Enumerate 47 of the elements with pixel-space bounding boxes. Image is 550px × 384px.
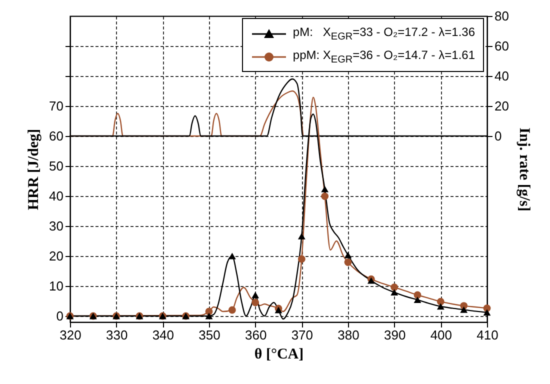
x-tick-label: 350 xyxy=(198,328,220,342)
x-tick-label: 320 xyxy=(60,328,82,342)
point xyxy=(252,292,260,298)
y-tick-label: 40 xyxy=(49,188,64,204)
point xyxy=(414,291,422,299)
y2-axis-title: Inj. rate [g/s] xyxy=(516,128,532,212)
y2-tick-label: 40 xyxy=(494,68,509,84)
x-tick-label: 390 xyxy=(384,328,406,342)
y-tick-label: 20 xyxy=(49,248,64,264)
x-tick-label: 340 xyxy=(152,328,174,342)
point xyxy=(436,298,444,306)
x-tick-label: 380 xyxy=(338,328,360,342)
y-tick-label: 0 xyxy=(56,308,64,324)
point xyxy=(460,306,468,313)
point xyxy=(436,303,444,310)
y2-tick-label: 20 xyxy=(494,98,509,114)
point xyxy=(298,232,306,240)
y2-tick-label: 80 xyxy=(494,8,509,24)
y-axis-title: HRR [J/deg] xyxy=(26,128,42,210)
point xyxy=(228,306,236,314)
x-tick-label: 410 xyxy=(476,328,498,342)
y-tick-label: 10 xyxy=(49,278,64,294)
x-tick-label: 400 xyxy=(430,328,452,342)
point xyxy=(298,255,306,263)
y-tick-label: 50 xyxy=(49,158,64,174)
x-tick-label: 370 xyxy=(291,328,314,342)
x-tick-label: 330 xyxy=(106,328,128,342)
point xyxy=(321,186,329,192)
y-tick-label: 30 xyxy=(49,218,64,234)
y2-tick-label: 60 xyxy=(494,38,509,54)
point xyxy=(390,284,398,291)
point xyxy=(344,252,352,258)
point xyxy=(252,298,260,306)
point xyxy=(483,309,491,316)
point xyxy=(414,296,422,304)
legend-label: pM: X$_{EGR}$=33 - O₂=17.2 - λ=1.36 xyxy=(292,24,475,42)
point xyxy=(344,258,352,266)
point xyxy=(228,252,236,260)
x-tick-label: 360 xyxy=(244,328,267,342)
y2-tick-label: 0 xyxy=(494,128,502,144)
legend-label: ppM: X$_{EGR}$=36 - O₂=14.7 - λ=1.61 xyxy=(292,48,475,66)
point xyxy=(390,289,398,296)
y-tick-label: 70 xyxy=(49,98,64,114)
point xyxy=(321,192,329,200)
x-axis-title: θ [°CA] xyxy=(254,346,304,362)
y-tick-label: 60 xyxy=(49,128,64,144)
point xyxy=(205,312,213,320)
